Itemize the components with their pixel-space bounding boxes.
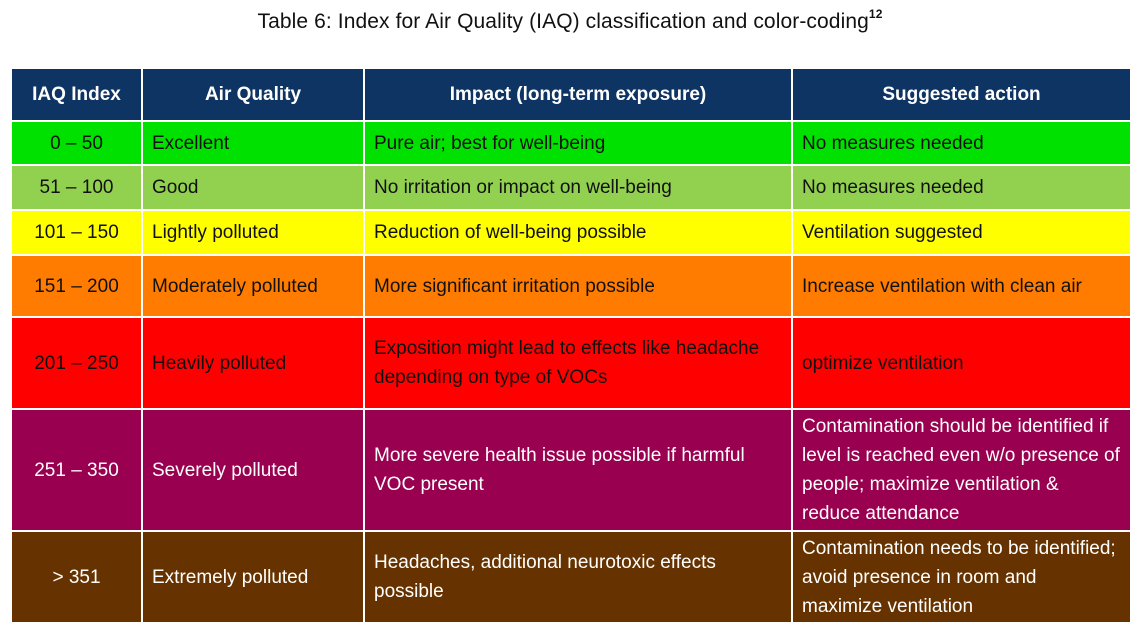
caption-footnote: 12 bbox=[868, 7, 883, 21]
cell-iaq-index: 101 – 150 bbox=[10, 209, 143, 256]
cell-suggested-action: No measures needed bbox=[791, 164, 1132, 211]
table-row-moderately-polluted: 151 – 200 Moderately polluted More signi… bbox=[10, 254, 1132, 318]
cell-suggested-action: Increase ventilation with clean air bbox=[791, 254, 1132, 318]
header-impact: Impact (long-term exposure) bbox=[363, 67, 793, 122]
cell-iaq-index: 251 – 350 bbox=[10, 408, 143, 532]
cell-iaq-index: 201 – 250 bbox=[10, 316, 143, 410]
header-iaq-index: IAQ Index bbox=[10, 67, 143, 122]
cell-air-quality: Good bbox=[141, 164, 365, 211]
cell-iaq-index: 151 – 200 bbox=[10, 254, 143, 318]
cell-impact: Reduction of well-being possible bbox=[363, 209, 793, 256]
caption-text: Table 6: Index for Air Quality (IAQ) cla… bbox=[257, 10, 869, 33]
table-row-good: 51 – 100 Good No irritation or impact on… bbox=[10, 164, 1132, 211]
cell-air-quality: Heavily polluted bbox=[141, 316, 365, 410]
cell-suggested-action: Contamination needs to be identified; av… bbox=[791, 530, 1132, 624]
table-row-lightly-polluted: 101 – 150 Lightly polluted Reduction of … bbox=[10, 209, 1132, 256]
cell-impact: Headaches, additional neurotoxic effects… bbox=[363, 530, 793, 624]
table-row-severely-polluted: 251 – 350 Severely polluted More severe … bbox=[10, 408, 1132, 532]
cell-iaq-index: 0 – 50 bbox=[10, 120, 143, 166]
cell-air-quality: Extremely polluted bbox=[141, 530, 365, 624]
cell-impact: No irritation or impact on well-being bbox=[363, 164, 793, 211]
header-suggested-action: Suggested action bbox=[791, 67, 1132, 122]
cell-impact: Pure air; best for well-being bbox=[363, 120, 793, 166]
header-row: IAQ Index Air Quality Impact (long-term … bbox=[10, 67, 1132, 122]
cell-iaq-index: > 351 bbox=[10, 530, 143, 624]
table-row-heavily-polluted: 201 – 250 Heavily polluted Exposition mi… bbox=[10, 316, 1132, 410]
cell-impact: More significant irritation possible bbox=[363, 254, 793, 318]
header-air-quality: Air Quality bbox=[141, 67, 365, 122]
cell-suggested-action: Ventilation suggested bbox=[791, 209, 1132, 256]
cell-air-quality: Excellent bbox=[141, 120, 365, 166]
table-caption: Table 6: Index for Air Quality (IAQ) cla… bbox=[0, 7, 1140, 34]
table-row-extremely-polluted: > 351 Extremely polluted Headaches, addi… bbox=[10, 530, 1132, 624]
cell-impact: Exposition might lead to effects like he… bbox=[363, 316, 793, 410]
cell-impact: More severe health issue possible if har… bbox=[363, 408, 793, 532]
cell-iaq-index: 51 – 100 bbox=[10, 164, 143, 211]
table-row-excellent: 0 – 50 Excellent Pure air; best for well… bbox=[10, 120, 1132, 166]
cell-suggested-action: Contamination should be identified if le… bbox=[791, 408, 1132, 532]
cell-suggested-action: No measures needed bbox=[791, 120, 1132, 166]
iaq-table: IAQ Index Air Quality Impact (long-term … bbox=[10, 67, 1132, 624]
cell-suggested-action: optimize ventilation bbox=[791, 316, 1132, 410]
cell-air-quality: Severely polluted bbox=[141, 408, 365, 532]
cell-air-quality: Moderately polluted bbox=[141, 254, 365, 318]
cell-air-quality: Lightly polluted bbox=[141, 209, 365, 256]
